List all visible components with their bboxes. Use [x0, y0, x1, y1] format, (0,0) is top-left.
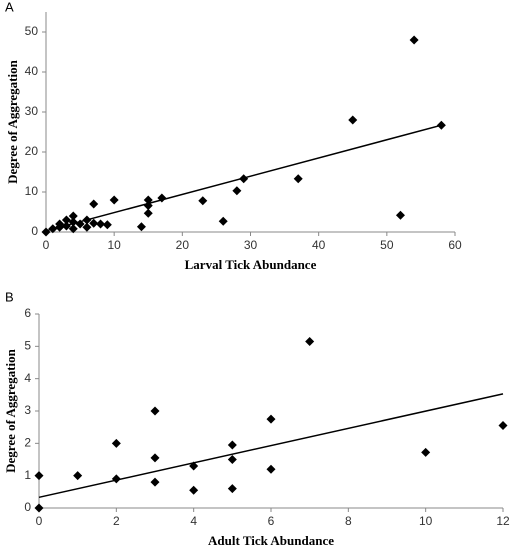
data-point [48, 224, 58, 234]
data-point [198, 196, 208, 206]
data-point [136, 222, 146, 232]
data-point [436, 120, 446, 130]
data-point [348, 115, 358, 125]
data-point [68, 217, 78, 227]
data-point [73, 471, 83, 481]
y-tick-label: 2 [24, 436, 31, 450]
data-point [55, 219, 65, 229]
panel-label: A [5, 0, 14, 14]
data-point [157, 193, 167, 203]
y-tick-label: 5 [24, 339, 31, 353]
data-point [189, 461, 199, 471]
data-point [150, 477, 160, 487]
y-axis-title: Degree of Aggregation [5, 59, 20, 183]
data-point [266, 414, 276, 424]
data-point [395, 210, 405, 220]
data-point [102, 220, 112, 230]
y-tick-label: 6 [24, 306, 31, 320]
data-point [189, 485, 199, 495]
data-point [61, 221, 71, 231]
data-point [89, 218, 99, 228]
data-point [111, 438, 121, 448]
x-tick-label: 0 [43, 238, 50, 252]
x-tick-label: 30 [244, 238, 258, 252]
y-tick-label: 20 [25, 144, 39, 158]
x-tick-label: 8 [345, 514, 352, 528]
x-tick-label: 0 [36, 514, 43, 528]
y-tick-label: 40 [25, 64, 39, 78]
x-tick-label: 20 [176, 238, 190, 252]
trend-line [38, 393, 504, 499]
data-point [41, 227, 51, 237]
data-point [409, 35, 419, 45]
x-tick-label: 50 [380, 238, 394, 252]
data-point [109, 195, 119, 205]
data-point [68, 211, 78, 221]
data-point [34, 503, 44, 513]
y-tick-label: 4 [24, 371, 31, 385]
data-point [498, 421, 508, 431]
y-tick-label: 50 [25, 24, 39, 38]
x-tick-label: 4 [190, 514, 197, 528]
x-tick-label: 6 [268, 514, 275, 528]
data-point [96, 219, 106, 229]
data-point [227, 455, 237, 464]
x-tick-label: 10 [107, 238, 121, 252]
x-tick-label: 10 [419, 514, 433, 528]
data-point [227, 484, 237, 494]
y-tick-label: 0 [24, 500, 31, 514]
data-point [34, 471, 44, 481]
data-point [75, 219, 85, 229]
x-tick-label: 40 [312, 238, 326, 252]
data-point [143, 201, 153, 211]
data-point [68, 224, 78, 234]
data-point [421, 447, 431, 457]
data-point [143, 195, 153, 205]
data-point [305, 336, 315, 346]
x-axis-title: Adult Tick Abundance [208, 533, 334, 548]
y-tick-label: 10 [25, 184, 39, 198]
y-tick-label: 0 [31, 224, 38, 238]
y-tick-label: 3 [24, 403, 31, 417]
data-point [82, 222, 92, 232]
panel-label: B [5, 289, 14, 304]
y-tick-label: 1 [24, 468, 31, 482]
data-point [150, 406, 160, 416]
data-point [218, 216, 228, 226]
data-point [89, 199, 99, 209]
y-axis-title: Degree of Aggregation [3, 348, 18, 472]
x-axis-title: Larval Tick Abundance [185, 257, 317, 272]
data-point [150, 453, 160, 463]
x-tick-label: 60 [448, 238, 462, 252]
x-tick-label: 2 [113, 514, 120, 528]
data-point [266, 464, 276, 474]
y-tick-label: 30 [25, 104, 39, 118]
data-point [61, 215, 71, 225]
data-point [293, 174, 303, 184]
data-point [111, 474, 121, 484]
data-point [82, 215, 92, 225]
data-point [143, 208, 153, 218]
x-tick-label: 12 [496, 514, 510, 528]
data-point [239, 174, 249, 184]
data-point [232, 186, 242, 196]
data-point [227, 440, 237, 450]
